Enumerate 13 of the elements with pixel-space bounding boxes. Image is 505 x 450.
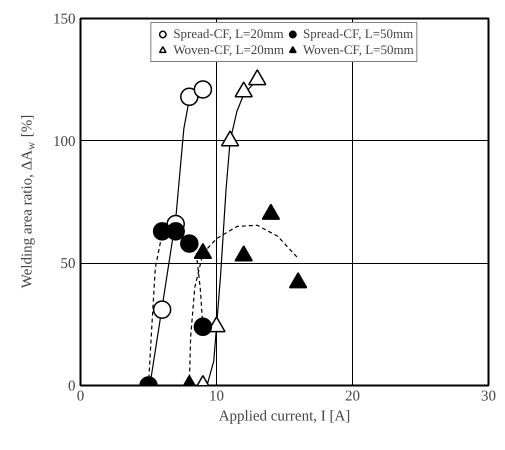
- legend-label: Spread-CF, L=20mm: [173, 26, 284, 42]
- y-tick-label: 150: [53, 12, 76, 28]
- y-tick-label: 50: [60, 256, 76, 272]
- y-axis-title: Welding area ratio, ΔAw [%]: [20, 114, 38, 288]
- x-tick-label: 30: [481, 388, 496, 404]
- legend-label: Spread-CF, L=50mm: [303, 26, 414, 42]
- y-tick-label: 100: [53, 134, 76, 150]
- x-tick-label: 20: [345, 388, 360, 404]
- y-tick-label: 0: [68, 378, 76, 394]
- legend-label: Woven-CF, L=20mm: [173, 42, 284, 58]
- legend-label: Woven-CF, L=50mm: [303, 42, 414, 58]
- x-tick-label: 10: [209, 388, 224, 404]
- x-axis-title: Applied current, I [A]: [218, 408, 350, 424]
